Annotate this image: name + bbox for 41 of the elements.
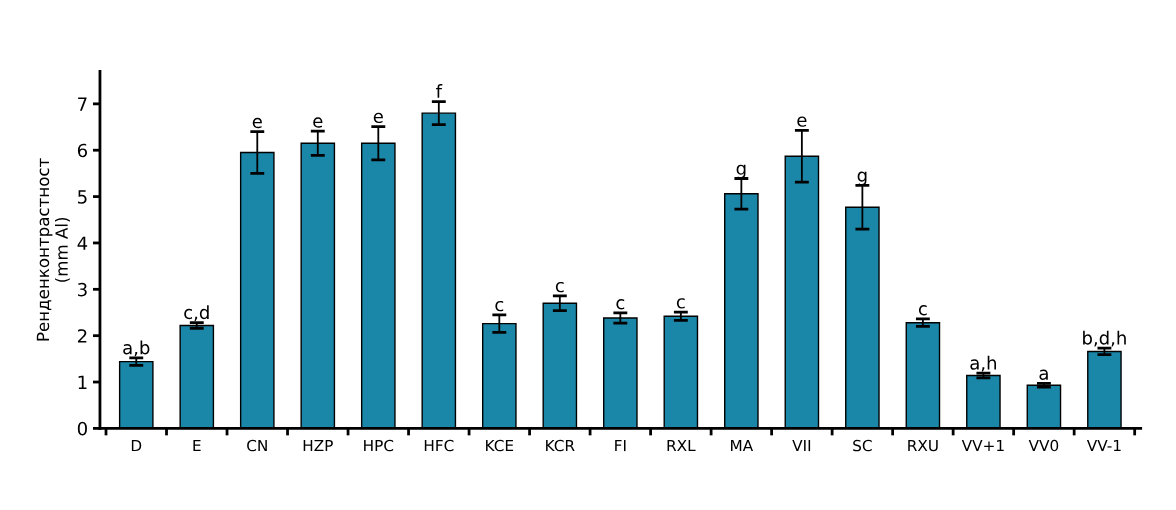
y-tick-label: 2: [77, 329, 87, 343]
x-tick-label: HZP: [303, 439, 333, 452]
x-tick-label: KCR: [546, 439, 575, 452]
annotation: c: [555, 281, 564, 293]
x-tick-label: VV0: [1028, 439, 1059, 452]
annotation: e: [313, 117, 323, 128]
y-tick-label: 7: [78, 97, 87, 111]
x-tick-label: MA: [731, 439, 754, 452]
y-tick-label: 0: [77, 421, 87, 436]
x-tick-label: D: [131, 439, 142, 452]
x-tick-label: RXU: [908, 439, 938, 452]
x-tick-label: RXL: [667, 439, 696, 452]
annotation: e: [373, 112, 383, 124]
annotation: e: [252, 117, 262, 129]
annotation: a,b: [123, 340, 150, 357]
x-tick-label: HPC: [364, 439, 394, 452]
x-tick-label: HFC: [424, 439, 454, 452]
annotation: c,d: [184, 305, 209, 322]
annotation: c: [616, 299, 625, 310]
annotation: a: [1039, 369, 1048, 380]
annotation: c: [918, 305, 927, 316]
x-tick-label: VII: [792, 439, 811, 452]
y-tick-label: 4: [77, 236, 88, 250]
annotation: c: [495, 300, 504, 312]
y-tick-label: 5: [78, 190, 87, 204]
y-axis-title: Ренденконтрастност (mm Al): [36, 158, 70, 341]
annotation: b,d,h: [1083, 330, 1126, 347]
y-tick-label: 6: [77, 143, 88, 158]
x-tick-label: E: [193, 439, 201, 452]
annotation: c: [676, 298, 685, 309]
annotation: f: [436, 84, 443, 98]
x-tick-label: VV+1: [961, 439, 1004, 452]
annotation: a,h: [970, 355, 996, 372]
y-tick-label: 1: [78, 375, 87, 389]
annotation: e: [797, 116, 807, 127]
x-tick-label: FI: [615, 439, 626, 452]
x-tick-label: CN: [247, 439, 267, 452]
x-tick-label: KCE: [486, 439, 514, 452]
x-tick-label: SC: [853, 439, 872, 452]
y-tick-label: 3: [78, 282, 87, 297]
x-tick-label: VV-1: [1086, 439, 1121, 452]
